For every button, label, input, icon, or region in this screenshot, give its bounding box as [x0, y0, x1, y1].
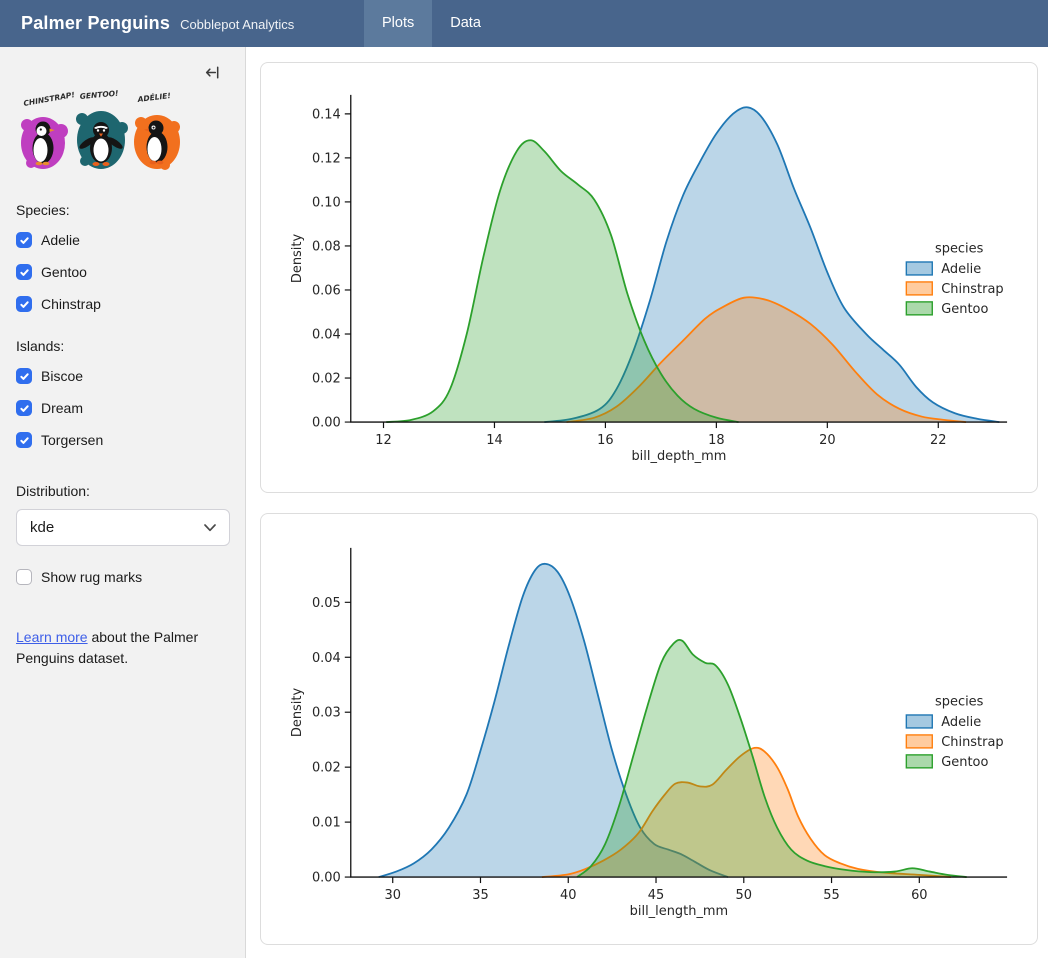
checkbox-label: Torgersen — [41, 432, 103, 448]
species-checkbox-gentoo[interactable]: Gentoo — [16, 262, 229, 282]
app-brand: Palmer Penguins Cobblepot Analytics — [21, 13, 294, 34]
checkbox[interactable] — [16, 569, 32, 585]
svg-text:0.10: 0.10 — [312, 195, 341, 210]
svg-text:0.14: 0.14 — [312, 107, 341, 122]
artwork-label-adelie: ADÉLIE! — [136, 91, 171, 104]
svg-text:45: 45 — [648, 888, 664, 903]
app-title: Palmer Penguins — [21, 13, 170, 34]
distribution-select-value: kde — [30, 519, 54, 536]
svg-text:22: 22 — [930, 433, 946, 448]
island-checkbox-torgersen[interactable]: Torgersen — [16, 430, 229, 450]
svg-text:Gentoo: Gentoo — [941, 302, 988, 317]
checkbox-label: Chinstrap — [41, 296, 101, 312]
checkbox[interactable] — [16, 368, 32, 384]
svg-text:30: 30 — [384, 888, 400, 903]
checkbox-label: Biscoe — [41, 368, 83, 384]
rug-marks-checkbox[interactable]: Show rug marks — [16, 567, 229, 587]
checkbox-label: Adelie — [41, 232, 80, 248]
bill-length-density-chart: 30 35 40 45 50 55 60 0.00 0.01 0.02 0.03 0.04 0.05 bi… — [261, 514, 1037, 944]
checkmark-icon — [19, 371, 30, 382]
tab-data[interactable]: Data — [432, 0, 499, 47]
app-subtitle: Cobblepot Analytics — [180, 17, 294, 32]
learn-more-link[interactable]: Learn more — [16, 629, 88, 645]
checkbox-label: Gentoo — [41, 264, 87, 280]
svg-text:Density: Density — [290, 234, 305, 284]
checkmark-icon — [19, 267, 30, 278]
bill-depth-plot-card: 12 14 16 18 20 22 0.00 0.02 0.04 0.06 0.08 0.10 0.12… — [260, 62, 1038, 493]
svg-text:18: 18 — [708, 433, 724, 448]
svg-text:0.12: 0.12 — [312, 151, 341, 166]
svg-text:Density: Density — [290, 687, 305, 737]
artwork-label-gentoo: GENTOO! — [79, 89, 118, 101]
checkmark-icon — [19, 435, 30, 446]
sidebar: CHINSTRAP! GENTOO! ADÉLIE! — [0, 47, 246, 958]
navbar: Palmer Penguins Cobblepot Analytics Plot… — [0, 0, 1048, 47]
chevron-down-icon — [204, 524, 216, 532]
svg-text:0.08: 0.08 — [312, 239, 341, 254]
checkbox-label: Dream — [41, 400, 83, 416]
svg-text:species: species — [935, 242, 984, 257]
svg-text:0.00: 0.00 — [312, 416, 341, 431]
svg-text:20: 20 — [819, 433, 835, 448]
svg-text:35: 35 — [472, 888, 488, 903]
svg-text:Adelie: Adelie — [941, 715, 981, 730]
svg-text:55: 55 — [823, 888, 839, 903]
island-checkbox-biscoe[interactable]: Biscoe — [16, 366, 229, 386]
checkmark-icon — [19, 299, 30, 310]
bill-depth-density-chart: 12 14 16 18 20 22 0.00 0.02 0.04 0.06 0.08 0.10 0.12… — [261, 63, 1037, 492]
checkbox[interactable] — [16, 232, 32, 248]
svg-text:0.01: 0.01 — [312, 815, 341, 830]
navbar-tabs: Plots Data — [364, 0, 499, 47]
svg-text:Adelie: Adelie — [941, 262, 981, 277]
bill-length-plot-card: 30 35 40 45 50 55 60 0.00 0.01 0.02 0.03 0.04 0.05 bi… — [260, 513, 1038, 945]
svg-text:0.05: 0.05 — [312, 596, 341, 611]
collapse-arrow-icon — [204, 64, 221, 81]
svg-text:Gentoo: Gentoo — [941, 755, 988, 770]
tab-plots[interactable]: Plots — [364, 0, 432, 47]
svg-text:Chinstrap: Chinstrap — [941, 282, 1003, 297]
svg-text:0.06: 0.06 — [312, 283, 341, 298]
svg-text:14: 14 — [486, 433, 502, 448]
checkbox[interactable] — [16, 400, 32, 416]
distribution-label: Distribution: — [16, 483, 229, 499]
svg-text:12: 12 — [375, 433, 391, 448]
penguins-artwork: CHINSTRAP! GENTOO! ADÉLIE! — [16, 88, 186, 176]
species-checkbox-chinstrap[interactable]: Chinstrap — [16, 294, 229, 314]
svg-text:0.03: 0.03 — [312, 706, 341, 721]
svg-text:50: 50 — [736, 888, 752, 903]
species-checkbox-adelie[interactable]: Adelie — [16, 230, 229, 250]
svg-text:species: species — [935, 694, 984, 709]
sidebar-collapse-button[interactable] — [202, 62, 223, 83]
checkbox-label: Show rug marks — [41, 569, 142, 585]
checkbox[interactable] — [16, 264, 32, 280]
svg-text:bill_length_mm: bill_length_mm — [630, 904, 729, 919]
svg-text:Chinstrap: Chinstrap — [941, 735, 1003, 750]
island-checkbox-dream[interactable]: Dream — [16, 398, 229, 418]
checkbox[interactable] — [16, 296, 32, 312]
checkmark-icon — [19, 235, 30, 246]
svg-text:0.02: 0.02 — [312, 372, 341, 387]
svg-text:0.02: 0.02 — [312, 761, 341, 776]
checkbox[interactable] — [16, 432, 32, 448]
svg-text:16: 16 — [597, 433, 613, 448]
checkmark-icon — [19, 403, 30, 414]
svg-text:60: 60 — [911, 888, 927, 903]
svg-text:0.04: 0.04 — [312, 651, 341, 666]
svg-text:0.04: 0.04 — [312, 327, 341, 342]
learn-more-text: Learn more about the Palmer Penguins dat… — [16, 627, 216, 669]
islands-section-label: Islands: — [16, 338, 229, 354]
svg-text:40: 40 — [560, 888, 576, 903]
svg-text:bill_depth_mm: bill_depth_mm — [631, 449, 726, 464]
artwork-label-chinstrap: CHINSTRAP! — [23, 90, 76, 108]
main-content: 12 14 16 18 20 22 0.00 0.02 0.04 0.06 0.08 0.10 0.12… — [246, 47, 1048, 958]
distribution-select[interactable]: kde — [16, 509, 230, 546]
svg-text:0.00: 0.00 — [312, 870, 341, 885]
species-section-label: Species: — [16, 202, 229, 218]
